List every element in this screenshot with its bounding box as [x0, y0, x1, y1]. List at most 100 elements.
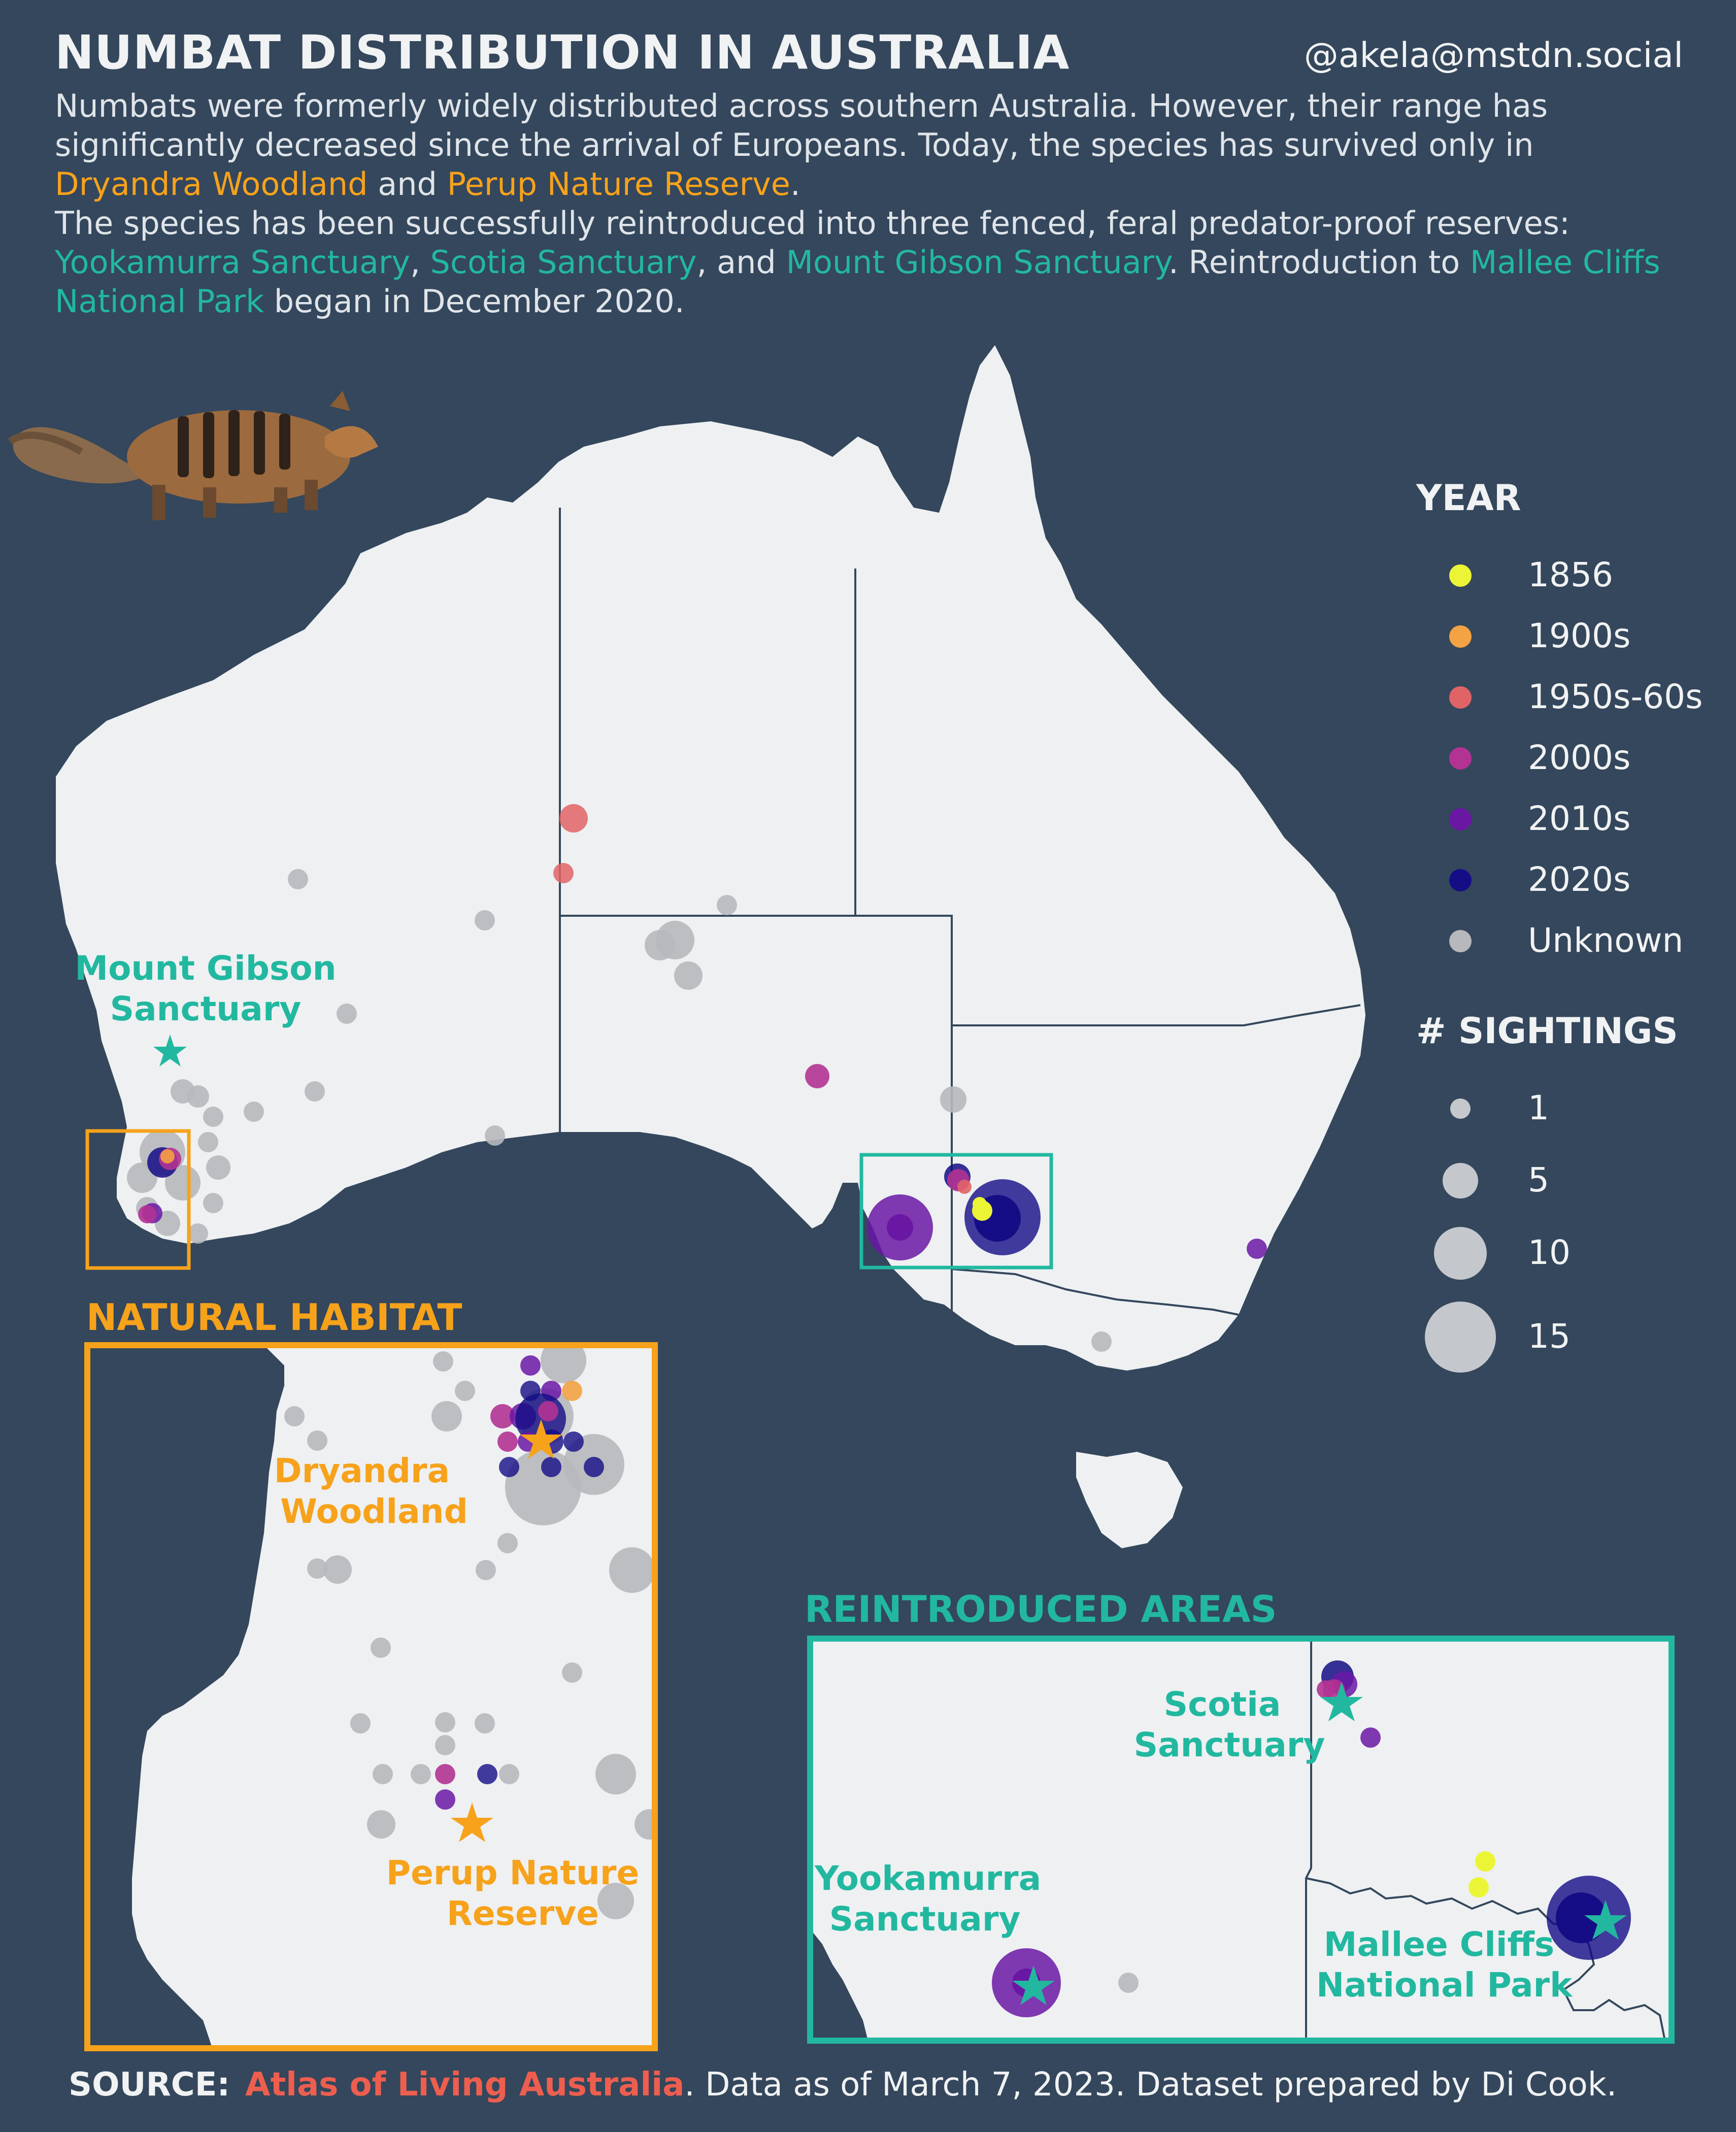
sighting-marker	[1091, 1331, 1112, 1352]
size-swatch	[1434, 1227, 1487, 1280]
intro-part: The species has been successfully reintr…	[55, 205, 1570, 242]
sighting-marker	[165, 1165, 201, 1201]
australia-mainland	[56, 345, 1365, 1371]
sighting-marker	[475, 1713, 495, 1734]
sighting-marker	[562, 1662, 582, 1683]
sighting-marker	[595, 1754, 636, 1794]
perup-highlight: Perup Nature Reserve	[447, 165, 790, 203]
sighting-marker	[188, 1223, 208, 1244]
sighting-marker	[520, 1355, 541, 1376]
mount-gibson-marker: Mount Gibson Sanctuary	[75, 949, 337, 1067]
sighting-marker	[476, 1560, 496, 1580]
natural-habitat-inset: Dryandra Woodland Perup Nature Reserve	[87, 1345, 655, 2048]
legend-year-label: 1950s-60s	[1528, 677, 1703, 716]
sighting-marker	[499, 1457, 519, 1477]
sighting-marker	[485, 1125, 505, 1146]
sighting-marker	[244, 1102, 264, 1122]
sighting-marker	[475, 910, 495, 930]
yookamurra-label-2: Sanctuary	[829, 1900, 1021, 1939]
legend-year-item: 1900s	[1416, 610, 1700, 666]
legend-sightings-title: # SIGHTINGS	[1416, 1010, 1678, 1052]
year-swatch	[1449, 808, 1472, 830]
sighting-marker	[1247, 1239, 1267, 1259]
sighting-marker	[373, 1764, 393, 1784]
sighting-marker	[656, 921, 694, 959]
star-icon	[1320, 1682, 1363, 1721]
size-swatch	[1450, 1098, 1471, 1119]
intro-text: Numbats were formerly widely distributed…	[55, 86, 1689, 321]
legend-size-item: 10	[1416, 1227, 1700, 1283]
yookamurra-label-1: Yookamurra	[814, 1859, 1041, 1898]
year-swatch	[1449, 625, 1472, 648]
star-icon	[451, 1803, 493, 1842]
sighting-marker	[563, 1431, 584, 1452]
sighting-marker	[435, 1712, 455, 1733]
star-icon	[153, 1035, 187, 1067]
legend-year-item: 1950s-60s	[1416, 671, 1703, 727]
year-swatch	[1449, 747, 1472, 770]
perup-label-1: Perup Nature	[386, 1853, 640, 1892]
legend-size-label: 10	[1528, 1233, 1571, 1272]
source-link[interactable]: Atlas of Living Australia	[245, 2066, 685, 2104]
dryandra-highlight: Dryandra Woodland	[55, 165, 368, 203]
intro-part: .	[790, 165, 800, 203]
sighting-marker	[538, 1401, 558, 1421]
sighting-marker	[371, 1638, 391, 1658]
sighting-marker	[411, 1764, 431, 1784]
size-swatch	[1443, 1163, 1478, 1198]
legend-year-title: YEAR	[1416, 477, 1521, 519]
scotia-label-1: Scotia	[1164, 1685, 1281, 1724]
legend-year-item: 2020s	[1416, 854, 1700, 910]
legend-year-label: 2020s	[1528, 860, 1631, 899]
natural-habitat-title: NATURAL HABITAT	[86, 1296, 462, 1339]
sighting-marker	[284, 1406, 305, 1426]
legend-size-item: 15	[1416, 1302, 1700, 1373]
sighting-marker	[490, 1404, 515, 1428]
intro-part: , and	[696, 244, 786, 281]
main-map-sightings	[127, 804, 1267, 1352]
intro-part: Numbats were formerly widely distributed…	[55, 87, 1548, 163]
sighting-marker	[323, 1555, 352, 1584]
star-icon	[1012, 1966, 1055, 2005]
source-details: . Data as of March 7, 2023. Dataset prep…	[684, 2066, 1617, 2104]
state-borders	[559, 508, 1361, 1330]
sighting-marker	[1475, 1851, 1495, 1872]
sighting-marker	[541, 1457, 561, 1477]
legend-year-label: Unknown	[1528, 921, 1684, 960]
perup-label-2: Reserve	[447, 1894, 599, 1933]
year-swatch	[1449, 869, 1472, 891]
legend-year-item: Unknown	[1416, 915, 1700, 971]
legend-year-item: 2000s	[1416, 732, 1700, 788]
sighting-marker	[805, 1064, 829, 1088]
star-icon	[1584, 1900, 1627, 1940]
sighting-marker	[350, 1713, 371, 1734]
size-swatch	[1425, 1302, 1496, 1373]
sighting-marker	[553, 863, 574, 883]
legend-year-item: 1856	[1416, 549, 1700, 605]
sighting-marker	[203, 1107, 223, 1127]
sighting-marker	[187, 1085, 209, 1108]
intro-part: began in December 2020.	[264, 283, 685, 320]
sighting-marker	[1360, 1727, 1381, 1748]
tasmania	[1076, 1452, 1183, 1548]
sighting-marker	[1118, 1973, 1139, 1993]
sighting-marker	[597, 1883, 634, 1919]
sighting-marker	[198, 1132, 218, 1152]
sighting-marker	[584, 1457, 604, 1477]
legend-size-label: 15	[1528, 1317, 1571, 1356]
sighting-marker	[940, 1086, 966, 1113]
sighting-marker	[674, 961, 703, 990]
sighting-marker	[1317, 1680, 1335, 1698]
sighting-marker	[1468, 1877, 1489, 1897]
yookamurra-highlight: Yookamurra Sanctuary	[55, 244, 411, 281]
sighting-marker	[562, 1381, 582, 1401]
year-swatch	[1449, 686, 1472, 709]
sighting-marker	[973, 1197, 987, 1211]
legend-year-label: 1856	[1528, 555, 1613, 594]
sighting-marker	[609, 1547, 655, 1593]
source-label: SOURCE:	[69, 2066, 230, 2104]
sighting-marker	[635, 1809, 655, 1840]
sighting-marker	[717, 895, 737, 915]
author-handle: @akela@mstdn.social	[1304, 36, 1683, 76]
sighting-marker	[435, 1789, 455, 1810]
